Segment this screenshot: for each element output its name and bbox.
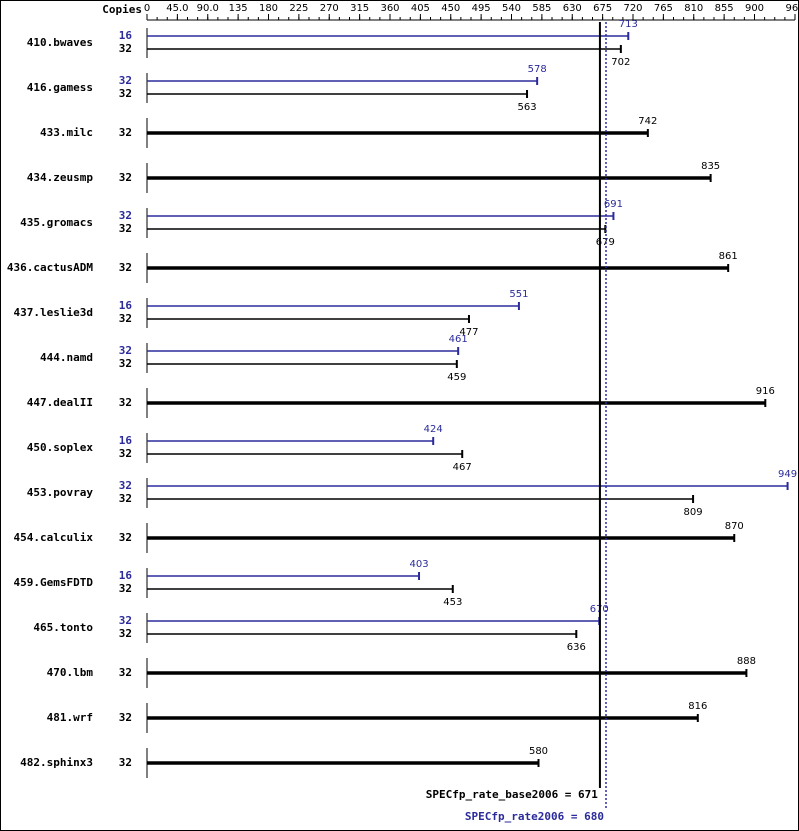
copies-label: 32 <box>119 42 132 55</box>
value-label: 461 <box>449 334 468 345</box>
value-label: 424 <box>424 424 443 435</box>
copies-label: 16 <box>119 569 133 582</box>
x-tick-label: 900 <box>745 3 764 14</box>
x-tick-label: 675 <box>593 3 612 14</box>
benchmark-name: 459.GemsFDTD <box>14 576 94 589</box>
x-tick-label: 540 <box>502 3 521 14</box>
x-tick-label: 315 <box>350 3 369 14</box>
x-tick-label: 45.0 <box>166 3 188 14</box>
benchmark-name: 465.tonto <box>33 621 93 634</box>
copies-label: 32 <box>119 614 132 627</box>
value-label: 563 <box>517 102 536 113</box>
benchmark-name: 434.zeusmp <box>27 171 94 184</box>
copies-label: 32 <box>119 357 132 370</box>
value-label: 459 <box>447 372 466 383</box>
value-label: 453 <box>443 597 462 608</box>
value-label: 477 <box>459 327 478 338</box>
value-label: 578 <box>528 64 547 75</box>
value-label: 835 <box>701 161 720 172</box>
value-label: 870 <box>725 521 744 532</box>
copies-header: Copies <box>102 3 142 16</box>
benchmark-name: 450.soplex <box>27 441 94 454</box>
value-label: 691 <box>604 199 623 210</box>
benchmark-name: 482.sphinx3 <box>20 756 93 769</box>
x-tick-label: 855 <box>715 3 734 14</box>
x-tick-label: 450 <box>441 3 460 14</box>
copies-label: 32 <box>119 447 132 460</box>
copies-label: 32 <box>119 756 132 769</box>
x-tick-label: 405 <box>411 3 430 14</box>
value-label: 551 <box>509 289 528 300</box>
value-label: 636 <box>567 642 586 653</box>
benchmark-name: 447.dealII <box>27 396 93 409</box>
copies-label: 32 <box>119 582 132 595</box>
copies-label: 32 <box>119 87 132 100</box>
copies-label: 32 <box>119 396 132 409</box>
x-tick-label: 180 <box>259 3 278 14</box>
copies-label: 32 <box>119 666 132 679</box>
copies-label: 32 <box>119 74 132 87</box>
x-tick-label: 135 <box>229 3 248 14</box>
copies-label: 32 <box>119 627 132 640</box>
x-tick-label: 630 <box>563 3 582 14</box>
value-label: 861 <box>719 251 738 262</box>
x-tick-label: 225 <box>289 3 308 14</box>
value-label: 916 <box>756 386 775 397</box>
value-label: 816 <box>688 701 707 712</box>
value-label: 580 <box>529 746 548 757</box>
copies-label: 32 <box>119 531 132 544</box>
x-tick-label: 765 <box>654 3 673 14</box>
value-label: 809 <box>684 507 703 518</box>
x-tick-label: 495 <box>472 3 491 14</box>
x-tick-label: 270 <box>320 3 339 14</box>
x-tick-label: 360 <box>380 3 399 14</box>
reference-label: SPECfp_rate_base2006 = 671 <box>426 788 599 801</box>
copies-label: 16 <box>119 434 133 447</box>
copies-label: 32 <box>119 209 132 222</box>
benchmark-name: 437.leslie3d <box>14 306 93 319</box>
value-label: 742 <box>638 116 657 127</box>
benchmark-name: 470.lbm <box>47 666 94 679</box>
copies-label: 16 <box>119 29 133 42</box>
copies-label: 32 <box>119 312 132 325</box>
reference-label: SPECfp_rate2006 = 680 <box>465 810 604 823</box>
value-label: 403 <box>409 559 428 570</box>
value-label: 949 <box>778 469 797 480</box>
benchmark-name: 435.gromacs <box>20 216 93 229</box>
benchmark-name: 433.milc <box>40 126 93 139</box>
benchmark-name: 454.calculix <box>14 531 94 544</box>
x-tick-label: 960 <box>785 3 799 14</box>
copies-label: 32 <box>119 344 132 357</box>
copies-label: 32 <box>119 261 132 274</box>
value-label: 713 <box>619 19 638 30</box>
copies-label: 32 <box>119 492 132 505</box>
copies-label: 32 <box>119 711 132 724</box>
x-tick-label: 0 <box>144 3 150 14</box>
value-label: 702 <box>611 57 630 68</box>
benchmark-name: 453.povray <box>27 486 94 499</box>
copies-label: 32 <box>119 126 132 139</box>
copies-label: 16 <box>119 299 133 312</box>
value-label: 888 <box>737 656 756 667</box>
copies-label: 32 <box>119 479 132 492</box>
benchmark-name: 410.bwaves <box>27 36 93 49</box>
copies-label: 32 <box>119 171 132 184</box>
copies-label: 32 <box>119 222 132 235</box>
benchmark-name: 444.namd <box>40 351 93 364</box>
x-tick-label: 720 <box>623 3 642 14</box>
value-label: 467 <box>453 462 472 473</box>
benchmark-name: 436.cactusADM <box>7 261 93 274</box>
x-tick-label: 585 <box>532 3 551 14</box>
benchmark-name: 481.wrf <box>47 711 93 724</box>
benchmark-name: 416.gamess <box>27 81 93 94</box>
x-tick-label: 90.0 <box>197 3 219 14</box>
x-tick-label: 810 <box>684 3 703 14</box>
